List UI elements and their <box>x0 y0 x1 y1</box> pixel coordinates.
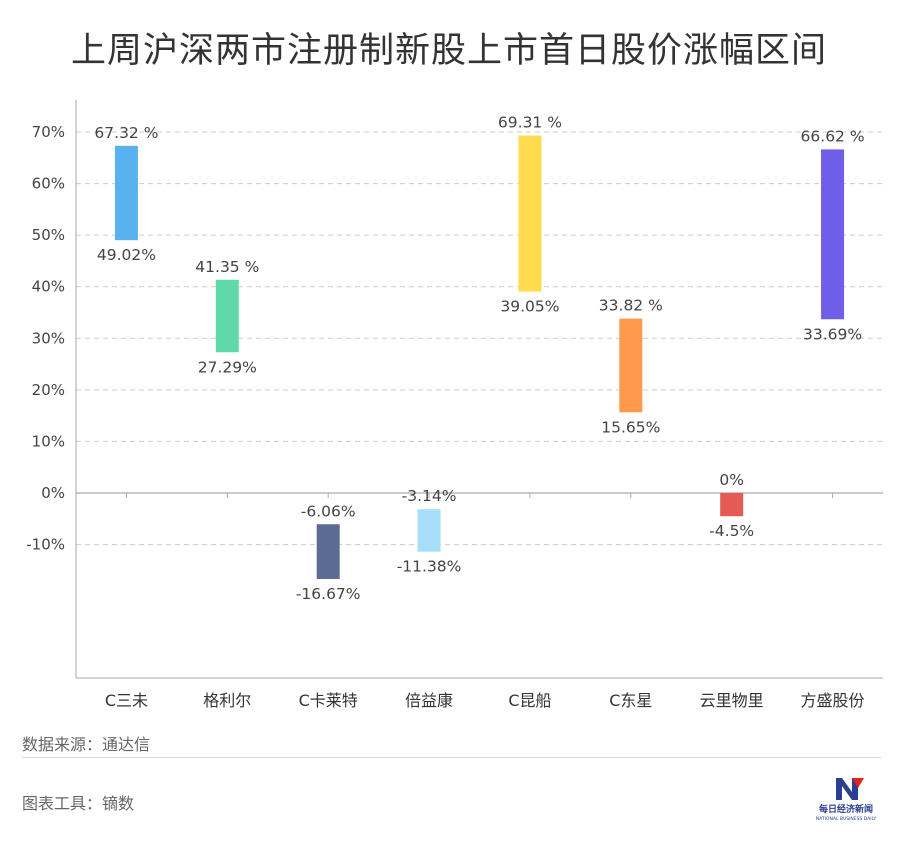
gridlines <box>76 131 883 546</box>
x-axis-ticks: C三未 格利尔 C卡莱特 倍益康 C昆船 C东星 云里物里 方盛股份 <box>105 691 865 710</box>
bar-high-label: 66.62 % <box>801 127 865 145</box>
y-tick-label: 20% <box>32 381 65 399</box>
chart-title: 上周沪深两市注册制新股上市首日股价涨幅区间 <box>70 31 827 71</box>
bar-high-label: 0% <box>719 471 744 489</box>
y-tick-label: 60% <box>32 175 65 193</box>
bar-low-label: 39.05% <box>500 298 559 316</box>
bar-high-label: 41.35 % <box>195 258 259 276</box>
y-tick-label: 10% <box>32 432 65 450</box>
bar <box>316 524 340 579</box>
x-tick-label: 格利尔 <box>203 691 251 710</box>
x-tick-label: C东星 <box>609 691 652 710</box>
y-tick-label: 30% <box>32 329 65 347</box>
footer-divider <box>22 757 881 758</box>
y-tick-label: 50% <box>32 226 65 244</box>
bar-high-label: 69.31 % <box>498 114 562 132</box>
bar-low-label: -4.5% <box>709 522 754 540</box>
x-tick-label: C卡莱特 <box>299 691 358 710</box>
bar-high-label: -6.06% <box>301 502 356 520</box>
bar <box>114 145 138 241</box>
logo-subtext: NATIONAL BUSINESS DAILY <box>816 816 877 822</box>
x-tick-label: 方盛股份 <box>801 691 865 710</box>
bar <box>417 509 441 552</box>
bar-low-label: -16.67% <box>296 585 361 603</box>
bar <box>821 149 845 320</box>
y-tick-label: 70% <box>32 123 65 141</box>
axes <box>75 100 883 679</box>
bar-low-label: 33.69% <box>803 325 862 343</box>
data-labels: 67.32 % 49.02% 41.35 % 27.29% -6.06% -16.67% -… <box>94 114 864 603</box>
bars <box>114 135 845 579</box>
bar-high-label: 67.32 % <box>94 124 158 142</box>
bar <box>215 279 239 353</box>
bar <box>720 493 744 517</box>
logo-text: 每日经济新闻 <box>819 803 873 815</box>
nbd-logo: 每日经济新闻 NATIONAL BUSINESS DAILY <box>816 778 877 822</box>
y-tick-label: 40% <box>32 278 65 296</box>
bar-low-label: -11.38% <box>397 558 462 576</box>
data-source: 数据来源：通达信 <box>22 735 151 754</box>
y-axis-ticks: -10% 0% 10% 20% 30% 40% 50% 60% 70% <box>26 123 65 554</box>
x-tick-label: C昆船 <box>508 691 551 710</box>
bar-high-label: 33.82 % <box>599 297 663 315</box>
x-tick-label: 倍益康 <box>405 691 453 710</box>
x-tick-label: C三未 <box>105 691 148 710</box>
bar-low-label: 49.02% <box>97 246 156 264</box>
bar <box>619 318 643 413</box>
bar-low-label: 15.65% <box>601 418 660 436</box>
bar <box>518 135 542 292</box>
bar-high-label: -3.14% <box>402 487 457 505</box>
y-tick-label: 0% <box>41 484 65 502</box>
bar-low-label: 27.29% <box>198 358 257 376</box>
x-tick-label: 云里物里 <box>700 691 764 710</box>
chart-tool-credit: 图表工具：镝数 <box>22 794 135 813</box>
y-tick-label: -10% <box>26 536 65 554</box>
